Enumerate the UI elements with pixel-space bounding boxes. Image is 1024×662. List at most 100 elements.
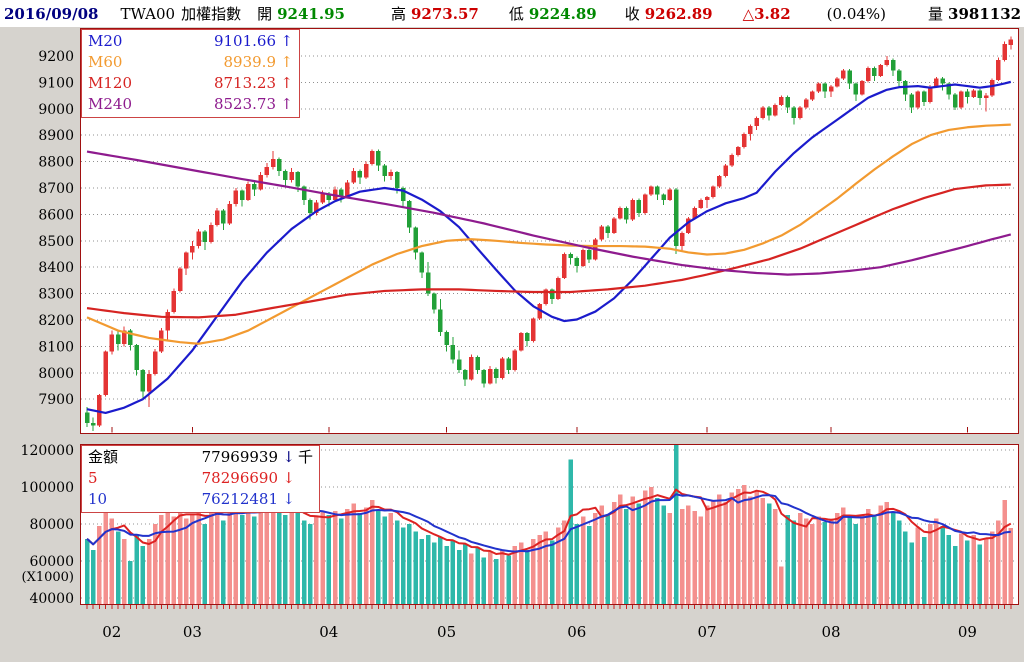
volume-bar bbox=[531, 538, 536, 605]
close-label: 收 bbox=[624, 5, 640, 23]
candle-body bbox=[171, 290, 177, 313]
volume-bar bbox=[425, 535, 431, 605]
ma120-up-arrow-icon: ↑ bbox=[280, 74, 293, 92]
day-ticks bbox=[86, 605, 1012, 609]
ma-legend: M20 9101.66 ↑ M60 8939.9 ↑ M120 8713.23 … bbox=[81, 29, 300, 118]
candle-body bbox=[648, 186, 654, 195]
volume-tick-label: 120000 bbox=[21, 443, 74, 459]
price-tick-label: 9200 bbox=[38, 49, 74, 65]
candle-body bbox=[822, 83, 828, 92]
candle-body bbox=[227, 203, 232, 224]
ma60-up-arrow-icon: ↑ bbox=[280, 53, 293, 71]
candle-body bbox=[816, 83, 821, 92]
volume-bar bbox=[456, 549, 462, 605]
candle-body bbox=[413, 227, 418, 253]
candle-body bbox=[450, 345, 456, 360]
volume-bar bbox=[103, 512, 108, 605]
ma-legend-row-m240: M240 8523.73 ↑ bbox=[88, 94, 293, 115]
candle-body bbox=[128, 330, 133, 346]
volume-bar bbox=[921, 536, 927, 605]
volume-bar bbox=[252, 516, 257, 605]
candle-body bbox=[611, 218, 617, 233]
open-value: 9241.95 bbox=[277, 5, 345, 23]
month-label: 05 bbox=[437, 623, 456, 641]
candle-body bbox=[878, 65, 883, 76]
date-text: 2016/09/08 bbox=[4, 4, 99, 23]
candle-body bbox=[388, 172, 394, 177]
volume-bar bbox=[345, 509, 350, 605]
ma60-value: 8939.9 bbox=[223, 53, 277, 71]
candle-body bbox=[524, 333, 530, 342]
candle-body bbox=[140, 370, 146, 392]
candle-body bbox=[276, 158, 282, 171]
volume-bars bbox=[84, 445, 1014, 605]
volume-bar bbox=[692, 511, 697, 605]
candle-body bbox=[673, 189, 679, 247]
price-tick-label: 8100 bbox=[38, 339, 74, 355]
volume-bar bbox=[140, 546, 146, 605]
ma20-up-arrow-icon: ↑ bbox=[280, 32, 293, 50]
month-label: 07 bbox=[697, 623, 716, 641]
candle-body bbox=[338, 189, 344, 198]
vma5-label: 5 bbox=[88, 469, 98, 487]
volume-bar bbox=[332, 511, 338, 605]
volume-bar bbox=[940, 525, 945, 605]
candle-body bbox=[766, 107, 772, 116]
volume-bar bbox=[779, 566, 784, 605]
candle-body bbox=[500, 358, 505, 379]
volume-bar bbox=[648, 487, 654, 605]
volume-bar bbox=[946, 535, 952, 605]
candle-body bbox=[202, 231, 208, 243]
volume-bar bbox=[865, 509, 871, 605]
candle-body bbox=[469, 356, 474, 380]
candle-body bbox=[407, 201, 412, 228]
volume-unit-label: (X1000) bbox=[22, 570, 74, 585]
volume-bar bbox=[183, 518, 189, 605]
axis-labels: 9200 9100 9000 8900 8800 8700 8600 8500 8400 8300… bbox=[21, 49, 977, 641]
candle-body bbox=[841, 70, 846, 79]
volume-bar bbox=[791, 520, 797, 605]
candle-body bbox=[989, 79, 995, 96]
candle-body bbox=[698, 199, 704, 208]
candle-body bbox=[307, 199, 313, 214]
candle-body bbox=[549, 289, 555, 299]
volume-bar bbox=[270, 496, 276, 605]
candle-body bbox=[797, 107, 803, 119]
volume-bar bbox=[295, 512, 301, 605]
volume-bar bbox=[878, 505, 883, 605]
vma5-down-arrow-icon: ↓ bbox=[282, 469, 295, 487]
volume-bar bbox=[971, 535, 976, 605]
volume-bar bbox=[630, 496, 635, 605]
candle-body bbox=[357, 170, 363, 178]
candlesticks bbox=[84, 36, 1014, 431]
volume-legend: 金額 77969939 ↓ 千 5 78296690 ↓ 10 76212481… bbox=[81, 445, 320, 513]
volume-bar bbox=[853, 524, 859, 605]
candle-body bbox=[146, 374, 152, 392]
candle-body bbox=[748, 125, 753, 134]
candle-body bbox=[834, 78, 840, 87]
volume-bar bbox=[890, 512, 896, 605]
candle-body bbox=[419, 252, 425, 273]
volume-bar bbox=[214, 505, 220, 605]
volume-label: 量 bbox=[928, 5, 944, 23]
candle-body bbox=[270, 158, 276, 167]
candle-body bbox=[103, 351, 108, 396]
volume-value: 3981132 bbox=[948, 5, 1022, 23]
volume-bar bbox=[419, 538, 425, 605]
ma-legend-row-m120: M120 8713.23 ↑ bbox=[88, 73, 293, 94]
candle-body bbox=[190, 246, 195, 253]
volume-bar bbox=[661, 505, 666, 605]
volume-bar bbox=[128, 561, 133, 605]
candle-body bbox=[890, 59, 896, 71]
volume-bar bbox=[289, 507, 294, 605]
vma10-value: 76212481 bbox=[201, 490, 278, 508]
volume-bar bbox=[382, 516, 387, 605]
volume-bar bbox=[965, 540, 970, 605]
candle-body bbox=[617, 207, 623, 219]
candle-body bbox=[531, 318, 536, 342]
candle-body bbox=[506, 358, 511, 371]
candle-body bbox=[996, 59, 1001, 80]
month-label: 09 bbox=[958, 623, 977, 641]
amount-value: 77969939 bbox=[201, 448, 278, 466]
volume-bar bbox=[655, 498, 660, 605]
